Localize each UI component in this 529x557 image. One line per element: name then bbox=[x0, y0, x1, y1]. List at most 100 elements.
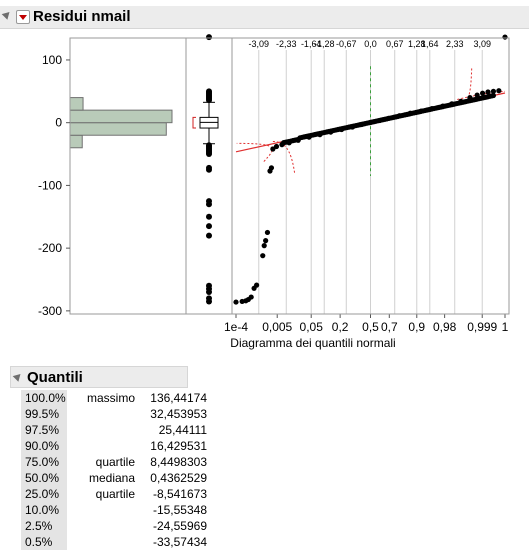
quantile-value: 136,44174 bbox=[150, 391, 207, 405]
collapse-triangle-icon[interactable] bbox=[12, 371, 24, 382]
quantile-value: -15,55348 bbox=[152, 503, 207, 517]
quantile-row: 100.0% massimo 136,44174 bbox=[21, 390, 207, 406]
quantile-row: 2.5% -24,55969 bbox=[21, 518, 207, 534]
quantile-row: 90.0% 16,429531 bbox=[21, 438, 207, 454]
histogram-bar bbox=[69, 122, 167, 136]
quantile-label: mediana bbox=[88, 471, 135, 485]
qq-point bbox=[260, 253, 266, 259]
quantile-label: quartile bbox=[95, 487, 135, 501]
qq-point bbox=[490, 92, 497, 99]
qq-bottom-tick-label: 0,7 bbox=[381, 320, 398, 334]
quantile-percent: 97.5% bbox=[21, 422, 67, 438]
quantile-value: -24,55969 bbox=[152, 519, 207, 533]
quantile-row: 97.5% 25,44111 bbox=[21, 422, 207, 438]
qq-bottom-tick-label: 0,98 bbox=[433, 320, 457, 334]
quantile-row: 25.0% quartile -8,541673 bbox=[21, 486, 207, 502]
qq-top-tick-label: 3,09 bbox=[473, 39, 491, 49]
quantile-label bbox=[67, 534, 139, 550]
collapse-triangle-icon[interactable] bbox=[1, 9, 13, 20]
quantile-percent: 10.0% bbox=[21, 502, 67, 518]
quantile-percent: 2.5% bbox=[21, 518, 67, 534]
red-triangle-menu-icon[interactable] bbox=[16, 10, 30, 24]
outlier-point bbox=[206, 201, 212, 208]
qq-bottom-tick-label: 0,05 bbox=[300, 320, 324, 334]
qq-point bbox=[248, 294, 254, 300]
quantile-row: 99.5% 32,453953 bbox=[21, 406, 207, 422]
distribution-chart: -3,09 -2,33 -1,64-1,28 -0,67 0,0 0,67 1,281,64… bbox=[38, 34, 510, 350]
histogram-bar bbox=[69, 97, 84, 111]
qq-point bbox=[254, 282, 260, 288]
qq-point bbox=[485, 89, 491, 95]
quantile-row: 75.0% quartile 8,4498303 bbox=[21, 454, 207, 470]
y-tick-label: -200 bbox=[38, 241, 62, 255]
shortest-half-bracket bbox=[192, 116, 196, 129]
quantile-percent: 99.5% bbox=[21, 406, 67, 422]
outlier-point bbox=[206, 151, 212, 158]
histogram-bar bbox=[69, 109, 173, 124]
quantile-label bbox=[67, 438, 139, 454]
qq-top-tick-label: 1,64 bbox=[421, 39, 439, 49]
qq-point bbox=[264, 229, 271, 236]
quantile-percent: 100.0% bbox=[21, 390, 67, 406]
histogram-bar bbox=[69, 134, 83, 149]
qq-point bbox=[479, 90, 486, 96]
quantile-label: quartile bbox=[95, 455, 135, 469]
qq-top-tick-label: -1,64 bbox=[301, 39, 322, 49]
outlier-box-plot bbox=[192, 34, 219, 305]
qq-bottom-tick-label: 0,005 bbox=[262, 320, 292, 334]
qq-top-tick-label: 2,33 bbox=[446, 39, 464, 49]
qq-top-tick-label: 1,28 bbox=[408, 39, 426, 49]
quantile-label bbox=[67, 502, 139, 518]
qq-point bbox=[502, 34, 508, 40]
qq-point bbox=[261, 243, 267, 249]
quantiles-title: Quantili bbox=[27, 369, 83, 386]
quantiles-panel-header: Quantili bbox=[10, 366, 188, 388]
qq-top-tick-label: -3,09 bbox=[249, 39, 270, 49]
quantile-value: 8,4498303 bbox=[150, 455, 207, 469]
quantile-value: 32,453953 bbox=[150, 407, 207, 421]
outlier-point bbox=[206, 213, 212, 220]
residui-panel-header: Residui nmail bbox=[0, 6, 529, 29]
quantile-row: 50.0% mediana 0,4362529 bbox=[21, 470, 207, 486]
y-axis: 100 0 -100 -200 -300 bbox=[38, 37, 510, 318]
qq-bottom-tick-label: 0,5 bbox=[362, 320, 379, 334]
qq-top-tick-label: -0,67 bbox=[336, 39, 357, 49]
quantile-label bbox=[67, 406, 139, 422]
box-frame bbox=[185, 37, 233, 315]
outlier-point bbox=[206, 97, 212, 104]
qq-bottom-tick-label: 1e-4 bbox=[224, 320, 248, 334]
y-tick-label: 0 bbox=[55, 116, 62, 130]
histogram-frame bbox=[69, 37, 187, 315]
normal-quantile-plot: -3,09 -2,33 -1,64-1,28 -0,67 0,0 0,67 1,281,64… bbox=[224, 34, 509, 350]
qq-top-tick-label: -2,33 bbox=[276, 39, 297, 49]
quantile-percent: 0.5% bbox=[21, 534, 67, 550]
qq-point bbox=[270, 146, 276, 152]
outlier-point bbox=[206, 232, 212, 239]
qq-point bbox=[490, 88, 497, 94]
outlier-point bbox=[206, 223, 212, 230]
quantile-value: 0,4362529 bbox=[150, 471, 207, 485]
quantile-value: 25,44111 bbox=[158, 423, 207, 437]
qq-top-tick-label: 0,67 bbox=[386, 39, 404, 49]
outlier-point bbox=[206, 34, 212, 41]
quantile-percent: 50.0% bbox=[21, 470, 67, 486]
quantile-value: 16,429531 bbox=[150, 439, 207, 453]
quantile-row: 0.5% -33,57434 bbox=[21, 534, 207, 550]
quantile-label bbox=[67, 518, 139, 534]
qq-point bbox=[268, 165, 275, 171]
qq-point bbox=[233, 299, 239, 305]
qq-point bbox=[273, 143, 280, 150]
qq-point bbox=[263, 238, 269, 244]
qq-frame bbox=[231, 37, 510, 315]
quantile-percent: 90.0% bbox=[21, 438, 67, 454]
qq-top-tick-label: 0,0 bbox=[364, 39, 377, 49]
outlier-point bbox=[206, 298, 212, 305]
qq-bottom-tick-label: 0,9 bbox=[408, 320, 425, 334]
qq-bottom-tick-label: 1 bbox=[502, 320, 509, 334]
panel-title: Residui nmail bbox=[33, 8, 131, 25]
quantile-label: massimo bbox=[86, 391, 135, 405]
quantile-row: 10.0% -15,55348 bbox=[21, 502, 207, 518]
quantile-percent: 75.0% bbox=[21, 454, 67, 470]
qq-bottom-tick-label: 0,999 bbox=[467, 320, 497, 334]
qq-point bbox=[496, 88, 502, 94]
